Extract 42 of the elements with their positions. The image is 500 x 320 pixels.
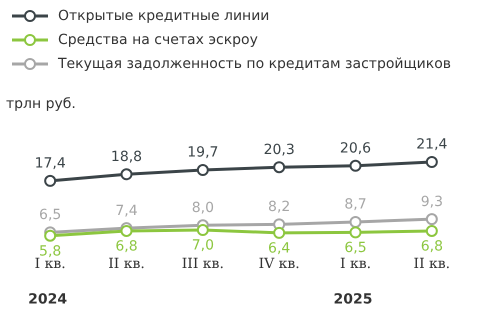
data-label: 20,3 <box>264 142 295 158</box>
text: 2025 <box>334 292 372 308</box>
y-axis-title: трлн руб. <box>6 96 76 112</box>
data-label: 19,7 <box>187 144 218 161</box>
data-label: 6,8 <box>115 238 138 255</box>
data-label: 8,0 <box>192 200 214 216</box>
data-label: 7,4 <box>115 202 138 219</box>
point <box>120 224 132 237</box>
x-tick-label: III кв. <box>182 256 224 272</box>
legend-label: Средства на счетах эскроу <box>58 32 258 48</box>
point <box>426 213 438 226</box>
point <box>426 156 438 168</box>
text: 2024 <box>28 292 68 308</box>
data-label: 21,4 <box>416 136 448 153</box>
point <box>120 168 132 180</box>
data-label: 18,8 <box>110 148 142 165</box>
legend-label: Текущая задолженность по кредитам застройщиков <box>58 56 452 72</box>
legend-label: Открытые кредитные линии <box>58 8 270 24</box>
data-label: 7,0 <box>192 238 214 254</box>
point <box>273 161 286 174</box>
point <box>196 164 209 176</box>
x-tick-label: I кв. <box>340 256 372 272</box>
point <box>350 216 362 228</box>
data-label: 6,5 <box>344 240 367 256</box>
data-label: 20,6 <box>340 140 372 156</box>
x-tick-label: II кв. <box>108 256 145 272</box>
x-tick-label: IV кв. <box>258 256 300 272</box>
point <box>196 224 209 236</box>
data-label: 8,2 <box>268 199 290 215</box>
data-label: 6,4 <box>268 240 290 257</box>
data-label: 8,7 <box>344 196 367 213</box>
data-label: 6,5 <box>39 207 62 224</box>
point <box>350 226 362 238</box>
data-label: 6,8 <box>420 238 443 255</box>
point <box>44 174 56 187</box>
data-label: 9,3 <box>420 194 443 210</box>
point <box>44 230 56 242</box>
x-tick-label: II кв. <box>414 256 450 272</box>
point <box>426 224 438 237</box>
point <box>350 160 362 172</box>
data-label: 17,4 <box>34 156 66 172</box>
point <box>273 226 286 239</box>
